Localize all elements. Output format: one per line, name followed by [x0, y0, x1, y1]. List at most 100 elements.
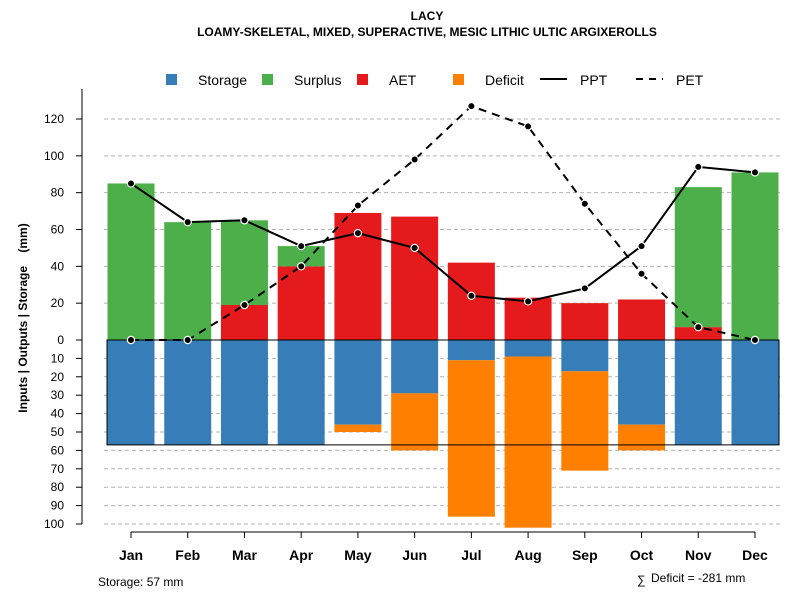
y-tick-label: 30 [51, 388, 65, 402]
point-ppt-feb [183, 217, 192, 227]
chart-title: LACY [411, 9, 444, 23]
y-tick-label: 0 [57, 333, 64, 347]
bar-storage-jul [447, 340, 495, 361]
bar-deficit-jul [447, 360, 495, 517]
bar-surplus-nov [674, 187, 722, 328]
x-tick-label-nov: Nov [685, 547, 712, 563]
legend-swatch-storage [166, 74, 177, 85]
legend-label-storage: Storage [198, 72, 247, 88]
point-ppt-jan [126, 179, 136, 188]
bar-surplus-feb [164, 222, 212, 340]
point-pet-may [353, 201, 363, 210]
legend-label-aet: AET [389, 72, 417, 88]
storage-capacity-box [106, 339, 780, 446]
x-tick-label-aug: Aug [514, 547, 541, 563]
legend: Storage Surplus AET Deficit PPT PET [166, 72, 704, 88]
legend-label-deficit: Deficit [485, 72, 524, 88]
bar-aet-oct [618, 299, 666, 340]
bar-aet-mar [220, 305, 268, 340]
y-axis: 0 20 40 60 80 100 120 10 20 30 40 50 60 70 80 90 100 [44, 89, 83, 531]
point-pet-apr [296, 262, 306, 271]
x-tick-label-jun: Jun [402, 547, 427, 563]
point-ppt-may [353, 228, 363, 238]
point-ppt-aug [523, 297, 533, 306]
y-tick-label: 120 [44, 112, 64, 126]
bar-deficit-jun [391, 393, 439, 451]
bar-surplus-mar [220, 220, 268, 306]
y-tick-label: 60 [51, 223, 65, 237]
bar-storage-may [334, 340, 382, 425]
point-pet-jun [410, 155, 419, 164]
point-ppt-oct [637, 241, 646, 251]
storage-footnote: Storage: 57 mm [98, 575, 183, 589]
series-pet [126, 101, 760, 345]
point-pet-dec [750, 335, 760, 345]
y-tick-label: 40 [51, 407, 65, 421]
bar-aet-jul [447, 262, 495, 340]
y-tick-label: 80 [51, 186, 65, 200]
point-ppt-sep [580, 284, 590, 293]
y-tick-label: 90 [51, 499, 65, 513]
bar-storage-feb [164, 340, 212, 445]
bar-storage-apr [277, 340, 325, 445]
legend-label-pet: PET [676, 72, 704, 88]
line-ppt [130, 165, 756, 303]
bar-storage-jun [391, 340, 439, 394]
point-ppt-mar [240, 216, 249, 225]
bar-storage-nov [674, 340, 722, 445]
x-tick-label-jul: Jul [461, 547, 481, 563]
legend-label-ppt: PPT [580, 72, 608, 88]
point-ppt-nov [694, 162, 703, 172]
legend-label-surplus: Surplus [294, 72, 341, 88]
bar-aet-jun [391, 216, 439, 340]
bar-storage-dec [731, 340, 779, 445]
bar-deficit-sep [561, 371, 609, 471]
chart-subtitle: LOAMY-SKELETAL, MIXED, SUPERACTIVE, MESI… [197, 25, 657, 39]
x-tick-label-may: May [344, 547, 371, 563]
point-pet-sep [580, 199, 590, 208]
x-axis: Jan Feb Mar Apr May Jun Jul Aug Sep Oct Nov Dec [119, 531, 768, 563]
point-pet-jan [126, 335, 136, 345]
y-tick-label: 100 [44, 149, 64, 163]
line-pet [131, 104, 756, 341]
bar-deficit-may [334, 424, 382, 432]
x-tick-label-oct: Oct [630, 547, 654, 563]
legend-swatch-deficit [453, 74, 464, 85]
point-pet-jul [467, 101, 476, 111]
bar-storage-oct [618, 340, 666, 425]
point-pet-nov [694, 322, 703, 332]
x-tick-label-dec: Dec [742, 547, 768, 563]
point-ppt-jun [410, 243, 419, 253]
point-pet-feb [183, 335, 192, 345]
x-tick-label-sep: Sep [572, 547, 598, 563]
deficit-sum-footnote: Deficit = -281 mm [651, 571, 745, 585]
legend-swatch-aet [357, 74, 368, 85]
point-pet-oct [637, 269, 646, 278]
legend-swatch-surplus [262, 74, 273, 85]
bar-storage-aug [504, 340, 552, 357]
x-tick-label-apr: Apr [289, 547, 314, 563]
bar-aet-sep [561, 303, 609, 340]
bar-deficit-oct [618, 424, 666, 451]
bars [107, 172, 779, 528]
x-tick-label-jan: Jan [119, 547, 143, 563]
bar-storage-sep [561, 340, 609, 372]
y-tick-label: 40 [51, 259, 65, 273]
bar-deficit-aug [504, 356, 552, 528]
sum-icon: ∑ [637, 573, 646, 587]
point-pet-aug [523, 122, 533, 131]
x-tick-label-mar: Mar [232, 547, 257, 563]
bar-surplus-jan [107, 183, 155, 340]
y-tick-label: 50 [51, 425, 65, 439]
y-tick-label: 20 [51, 296, 65, 310]
bar-surplus-dec [731, 172, 779, 340]
gridlines [104, 118, 780, 525]
y-axis-label: Inputs | Outputs | Storage (mm) [16, 223, 30, 412]
bar-storage-mar [220, 340, 268, 445]
series-ppt [126, 162, 760, 306]
bar-surplus-apr [277, 246, 325, 267]
y-tick-label: 70 [51, 462, 65, 476]
point-ppt-apr [296, 241, 306, 251]
point-ppt-dec [750, 168, 760, 177]
